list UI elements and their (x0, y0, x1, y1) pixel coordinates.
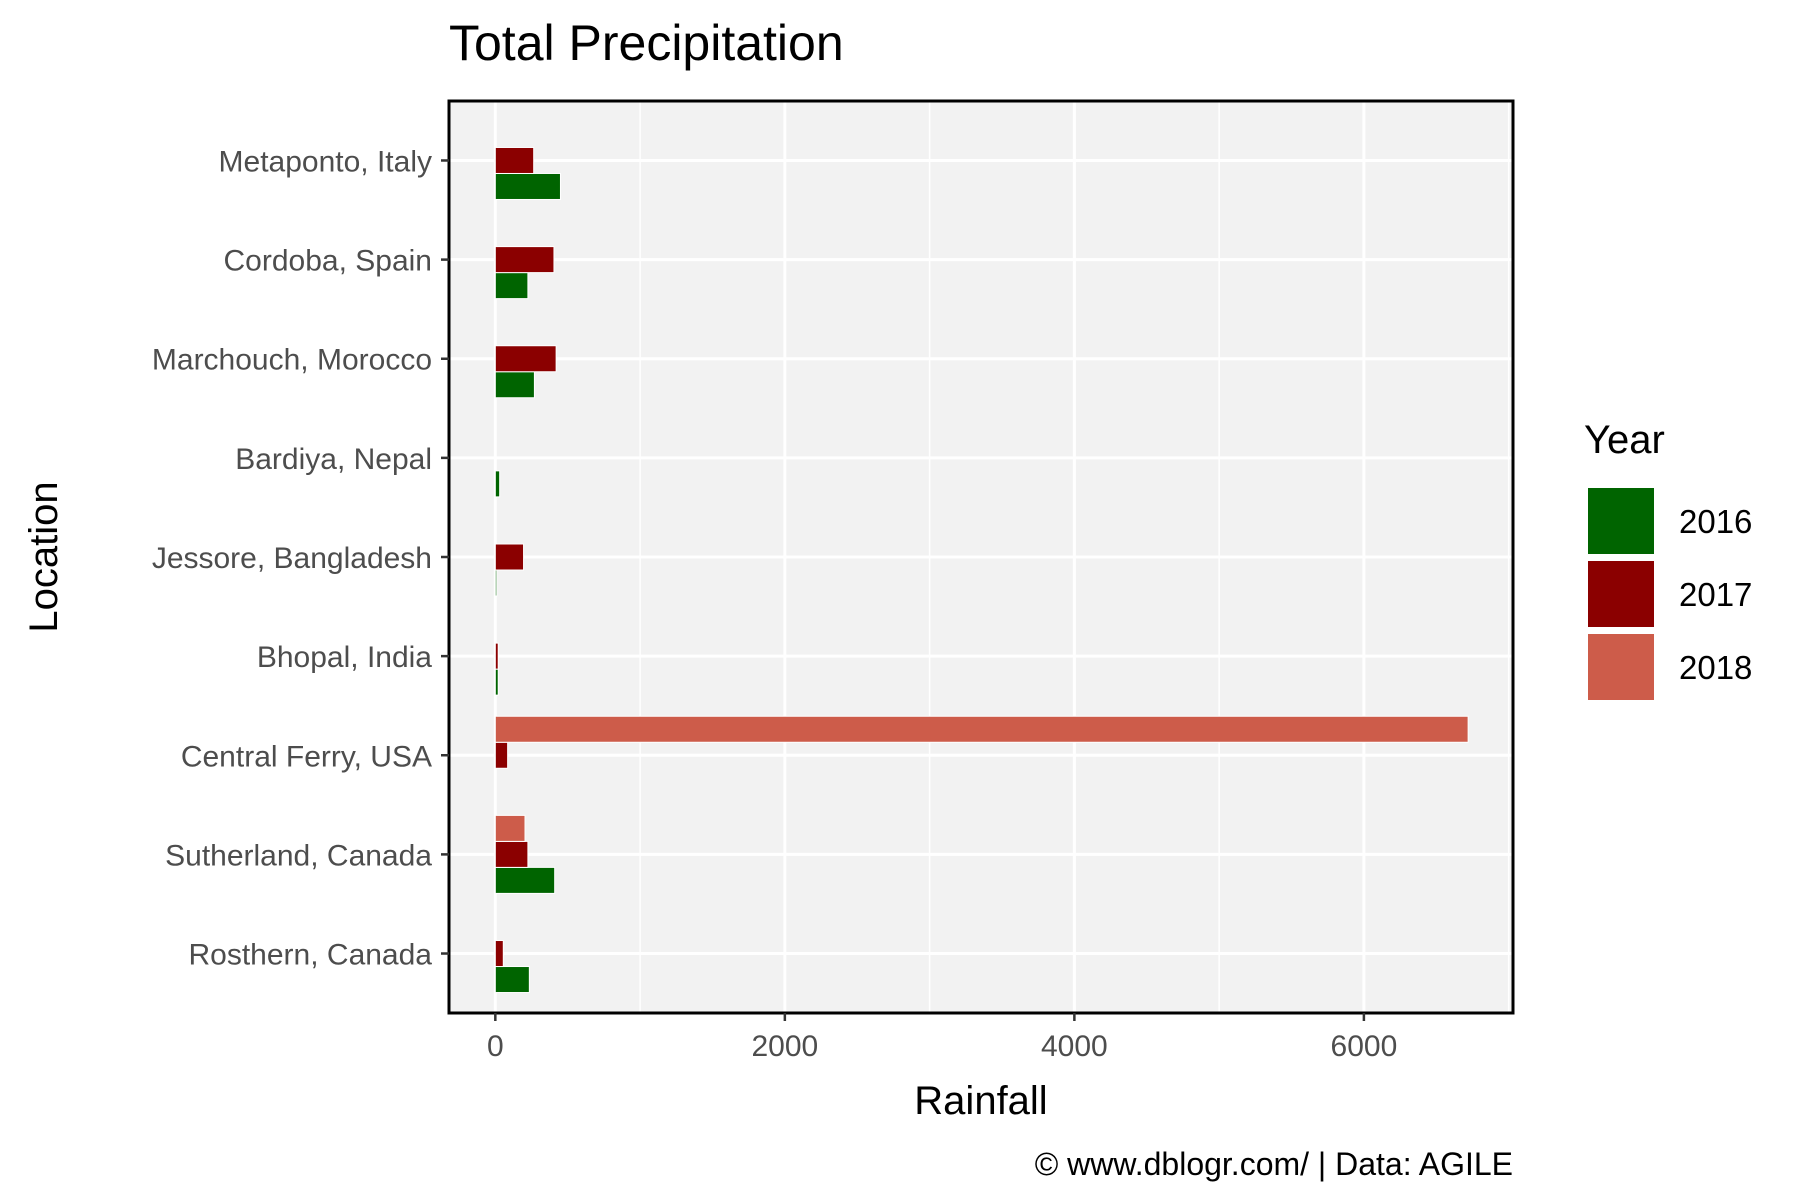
bar-bardiya-nepal-2016 (494, 470, 501, 498)
bar-rosthern-canada-2016 (494, 966, 530, 994)
y-tick-label-central-ferry-usa: Central Ferry, USA (181, 740, 432, 773)
legend-key-2017 (1586, 559, 1656, 629)
legend-label-2017: 2017 (1679, 576, 1752, 613)
x-tick-label-4000: 4000 (1041, 1030, 1108, 1063)
chart-title: Total Precipitation (449, 15, 844, 71)
bar-jessore-bangladesh-2017 (494, 543, 525, 571)
y-tick-label-marchouch-morocco: Marchouch, Morocco (152, 344, 432, 377)
x-tick-label-2000: 2000 (751, 1030, 818, 1063)
caption: © www.dblogr.com/ | Data: AGILE (1035, 1146, 1513, 1182)
major-gridlines (449, 101, 1513, 1013)
bar-rosthern-canada-2017 (494, 940, 504, 968)
bars (494, 146, 1469, 994)
legend-label-2016: 2016 (1679, 503, 1752, 540)
bar-metaponto-italy-2017 (494, 146, 535, 174)
bar-marchouch-morocco-2016 (494, 371, 535, 399)
y-tick-label-cordoba-spain: Cordoba, Spain (224, 245, 432, 278)
y-tick-label-sutherland-canada: Sutherland, Canada (165, 839, 432, 872)
bar-cordoba-spain-2017 (494, 246, 555, 274)
y-axis: Metaponto, Italy Cordoba, Spain Marchouch,… (152, 145, 449, 972)
bar-central-ferry-usa-2018 (494, 715, 1469, 743)
y-tick-label-metaponto-italy: Metaponto, Italy (219, 145, 432, 178)
bar-central-ferry-usa-2017 (494, 741, 509, 769)
bar-metaponto-italy-2016 (494, 172, 561, 200)
bar-sutherland-canada-2017 (494, 840, 529, 868)
bar-bhopal-india-2017 (494, 642, 499, 670)
y-tick-label-rosthern-canada: Rosthern, Canada (189, 939, 433, 972)
legend-key-2018 (1586, 632, 1656, 702)
legend-title: Year (1584, 418, 1665, 462)
bar-cordoba-spain-2016 (494, 272, 529, 300)
bar-sutherland-canada-2018 (494, 814, 526, 842)
y-tick-label-jessore-bangladesh: Jessore, Bangladesh (152, 542, 432, 575)
legend-key-2016 (1586, 486, 1656, 556)
bar-bhopal-india-2016 (494, 668, 499, 696)
x-axis-title: Rainfall (914, 1079, 1047, 1123)
x-axis: 0 2000 4000 6000 (487, 1013, 1397, 1063)
bar-sutherland-canada-2016 (494, 866, 556, 894)
legend-label-2018: 2018 (1679, 649, 1752, 686)
legend: Year 2016 2017 2018 (1584, 418, 1752, 702)
x-tick-label-6000: 6000 (1331, 1030, 1398, 1063)
y-tick-label-bardiya-nepal: Bardiya, Nepal (235, 443, 432, 476)
y-axis-title: Location (22, 481, 66, 632)
y-tick-label-bhopal-india: Bhopal, India (257, 641, 432, 674)
x-tick-label-0: 0 (487, 1030, 504, 1063)
bar-jessore-bangladesh-2016 (494, 569, 498, 597)
bar-marchouch-morocco-2017 (494, 345, 557, 373)
